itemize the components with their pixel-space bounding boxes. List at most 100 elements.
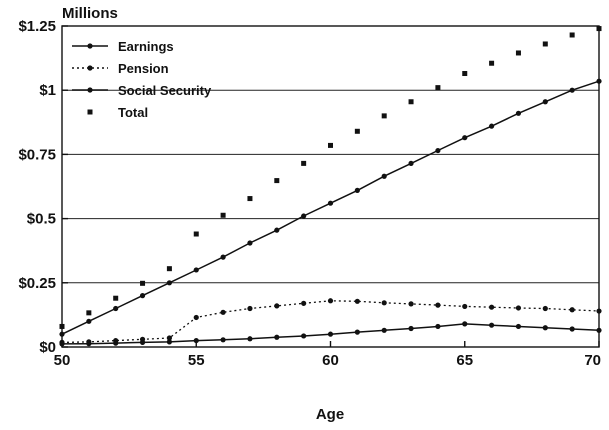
- gridlines: [62, 89, 599, 284]
- series-total: [59, 26, 602, 329]
- data-point-earnings: [301, 213, 307, 219]
- legend-label: Social Security: [118, 83, 212, 98]
- y-tick-label: $0.5: [27, 211, 56, 228]
- data-point-earnings: [381, 173, 387, 179]
- data-point-social-security: [569, 326, 575, 332]
- data-point-social-security: [113, 340, 119, 346]
- data-point-total: [515, 50, 521, 56]
- data-point-social-security: [301, 333, 307, 339]
- data-point-total: [462, 71, 468, 77]
- data-point-social-security: [59, 341, 65, 347]
- data-point-social-security: [86, 341, 92, 347]
- data-point-pension: [166, 335, 172, 341]
- legend-item-total: Total: [87, 105, 148, 120]
- data-point-earnings: [354, 187, 360, 193]
- legend-label: Earnings: [118, 39, 174, 54]
- data-point-social-security: [435, 323, 441, 330]
- data-point-social-security: [247, 336, 253, 342]
- data-point-earnings: [193, 267, 199, 273]
- data-point-earnings: [542, 99, 548, 105]
- data-point-total: [542, 41, 548, 47]
- legend-item-pension: Pension: [72, 61, 169, 76]
- data-point-earnings: [274, 227, 280, 233]
- data-point-total: [569, 32, 575, 38]
- y-tick-label: $0.25: [18, 275, 56, 292]
- data-point-social-security: [515, 323, 522, 330]
- data-point-pension: [327, 298, 334, 304]
- data-point-social-security: [354, 329, 360, 335]
- data-point-earnings: [86, 318, 92, 324]
- data-point-total: [489, 60, 495, 66]
- y-tick-label: $0.75: [18, 146, 56, 163]
- x-tick-label: 60: [322, 352, 339, 369]
- data-point-earnings: [166, 280, 172, 286]
- x-tick-label: 70: [584, 352, 601, 369]
- data-point-social-security: [489, 322, 495, 328]
- series-layer: [59, 26, 602, 347]
- legend-swatch-marker: [87, 43, 93, 49]
- data-point-social-security: [166, 339, 172, 345]
- data-point-total: [86, 310, 92, 316]
- data-point-pension: [247, 305, 253, 312]
- y-tick-label: $0: [39, 339, 56, 356]
- data-point-total: [193, 231, 199, 237]
- data-point-total: [408, 99, 414, 105]
- data-point-earnings: [408, 160, 414, 166]
- data-point-earnings: [139, 293, 146, 299]
- data-point-total: [247, 196, 253, 202]
- data-point-pension: [596, 308, 602, 314]
- data-point-total: [113, 295, 119, 301]
- x-axis-label: Age: [316, 406, 344, 423]
- data-point-total: [596, 26, 602, 32]
- data-point-pension: [542, 305, 548, 312]
- data-point-social-security: [542, 325, 548, 331]
- data-point-pension: [301, 300, 307, 306]
- data-point-social-security: [327, 331, 334, 337]
- legend-swatch-marker: [87, 65, 93, 71]
- data-point-pension: [274, 303, 280, 309]
- data-point-earnings: [515, 110, 522, 116]
- data-point-earnings: [327, 200, 334, 206]
- data-point-earnings: [435, 147, 441, 154]
- series-earnings: [59, 78, 602, 337]
- data-point-social-security: [220, 337, 226, 343]
- data-point-social-security: [139, 339, 146, 345]
- data-point-pension: [381, 300, 387, 306]
- data-point-social-security: [381, 327, 387, 333]
- legend: Earnings Pension Social Security Total: [72, 39, 212, 120]
- data-point-pension: [354, 298, 360, 304]
- data-point-total: [59, 323, 65, 329]
- legend-label: Total: [118, 105, 148, 120]
- legend-swatch-marker: [87, 109, 93, 115]
- data-point-earnings: [59, 331, 65, 337]
- legend-swatch-marker: [87, 87, 93, 93]
- y-axis-unit-label: Millions: [62, 5, 118, 22]
- data-point-total: [328, 142, 333, 148]
- data-point-total: [381, 113, 387, 119]
- x-axis-ticks: 50 55 60 65 70: [54, 341, 601, 369]
- data-point-pension: [515, 305, 522, 311]
- data-point-earnings: [489, 123, 495, 129]
- data-point-pension: [193, 314, 199, 321]
- data-point-pension: [569, 307, 575, 313]
- x-tick-label: 65: [456, 352, 473, 369]
- data-point-pension: [462, 303, 468, 310]
- x-tick-label: 55: [188, 352, 205, 369]
- data-point-earnings: [220, 254, 226, 260]
- data-point-earnings: [247, 240, 253, 246]
- data-point-earnings: [113, 305, 119, 312]
- legend-label: Pension: [118, 61, 169, 76]
- data-point-pension: [220, 309, 226, 315]
- y-tick-label: $1: [39, 82, 56, 99]
- data-point-total: [220, 212, 226, 218]
- series-pension: [59, 298, 602, 345]
- data-point-total: [435, 85, 441, 91]
- data-point-earnings: [462, 135, 468, 141]
- legend-item-earnings: Earnings: [72, 39, 174, 54]
- data-point-pension: [408, 301, 414, 307]
- data-point-earnings: [569, 87, 575, 93]
- data-point-total: [166, 266, 172, 272]
- data-point-total: [354, 128, 360, 134]
- data-point-total: [140, 280, 146, 286]
